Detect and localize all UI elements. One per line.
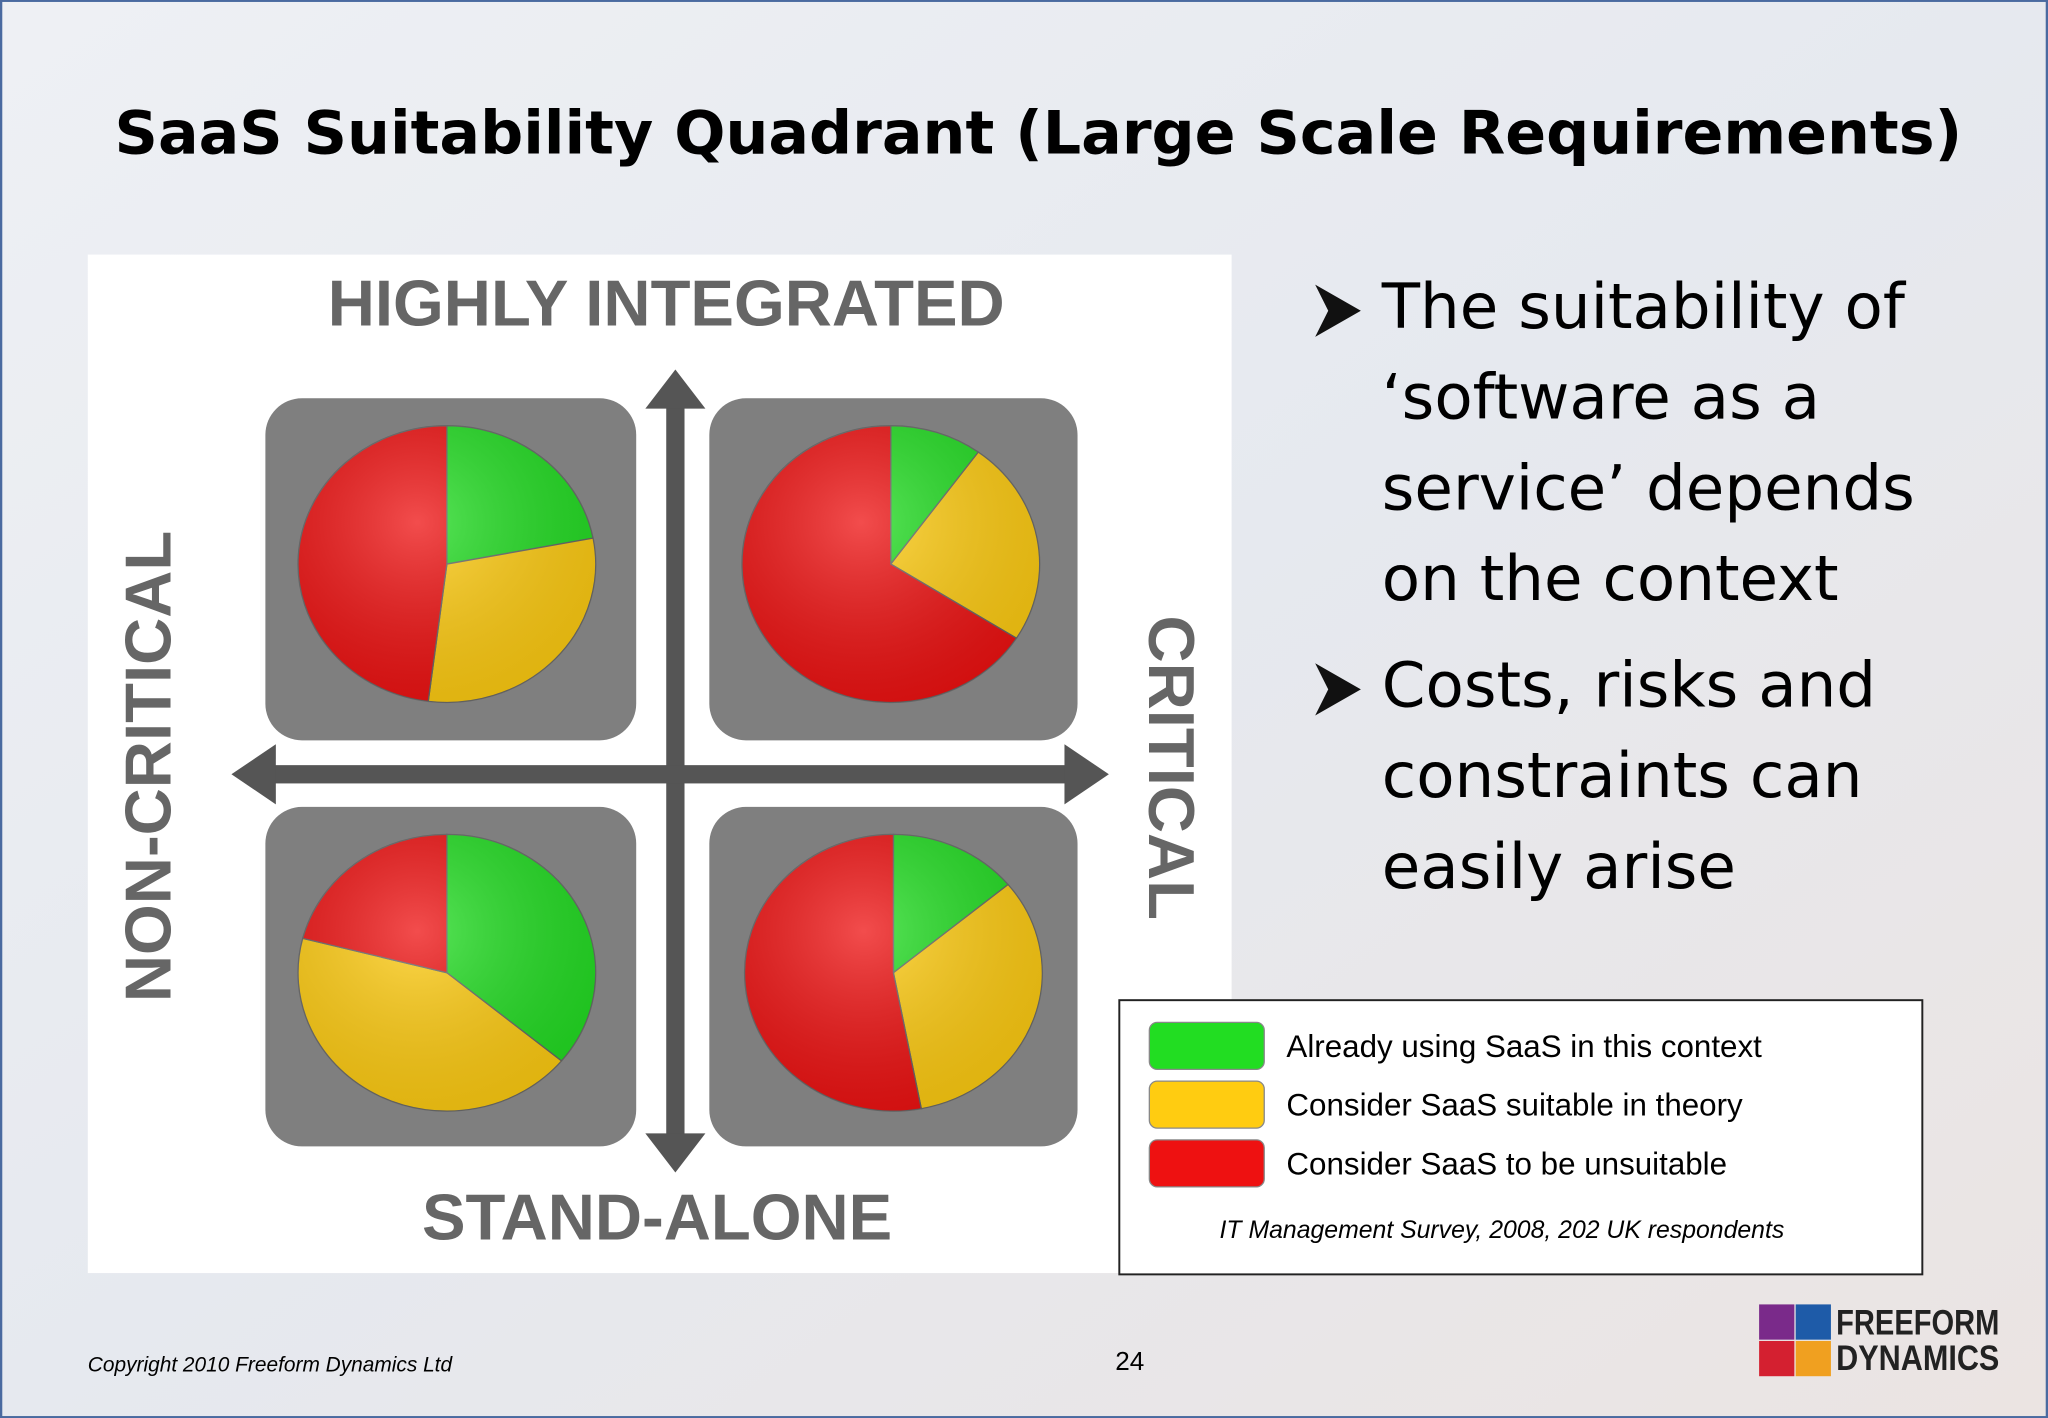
legend-label: Consider SaaS to be unsuitable <box>1286 1146 1727 1181</box>
logo-square <box>1795 1340 1831 1377</box>
pie <box>297 833 597 1112</box>
legend-source: IT Management Survey, 2008, 202 UK respo… <box>1220 1217 1785 1244</box>
axis-label: STAND-ALONE <box>422 1180 892 1253</box>
legend-label: Already using SaaS in this context <box>1286 1029 1762 1064</box>
bullet-text: Costs, risks and <box>1382 648 1876 721</box>
copyright: Copyright 2010 Freeform Dynamics Ltd <box>88 1353 454 1376</box>
axis-label: HIGHLY INTEGRATED <box>328 266 1005 339</box>
bullet-text: The suitability of <box>1381 270 1907 343</box>
axis-label: NON-CRITICAL <box>111 531 184 1002</box>
pie <box>743 833 1043 1112</box>
axis-label: CRITICAL <box>1135 615 1208 920</box>
logo-square <box>1759 1304 1795 1340</box>
slide-title: SaaS Suitability Quadrant (Large Scale R… <box>115 99 1963 169</box>
page-number: 24 <box>1115 1346 1144 1376</box>
logo-square <box>1795 1304 1831 1340</box>
axis-arrow <box>231 744 276 805</box>
legend-label: Consider SaaS suitable in theory <box>1286 1088 1743 1123</box>
axis-arrow <box>267 765 1072 784</box>
logo-text: DYNAMICS <box>1836 1339 1999 1378</box>
pie <box>297 425 597 704</box>
logo-square <box>1759 1340 1795 1377</box>
bullet-text: on the context <box>1382 542 1839 615</box>
bullet-text: constraints can <box>1382 739 1863 812</box>
pie <box>741 425 1041 704</box>
legend-swatch <box>1148 1080 1265 1129</box>
bullet-marker <box>1315 284 1361 337</box>
axis-arrow <box>645 1133 706 1173</box>
legend-swatch <box>1148 1021 1265 1071</box>
bullet-text: ‘software as a <box>1382 361 1820 434</box>
axis-arrow <box>645 369 706 409</box>
logo-text: FREEFORM <box>1836 1304 1999 1343</box>
bullet-text: easily arise <box>1382 830 1736 903</box>
legend-swatch <box>1148 1139 1265 1188</box>
axis-arrow <box>1064 744 1109 805</box>
logo: FREEFORM DYNAMICS <box>1759 1304 1999 1378</box>
bullet-text: service’ depends <box>1382 451 1915 524</box>
bullet-marker <box>1315 663 1361 716</box>
